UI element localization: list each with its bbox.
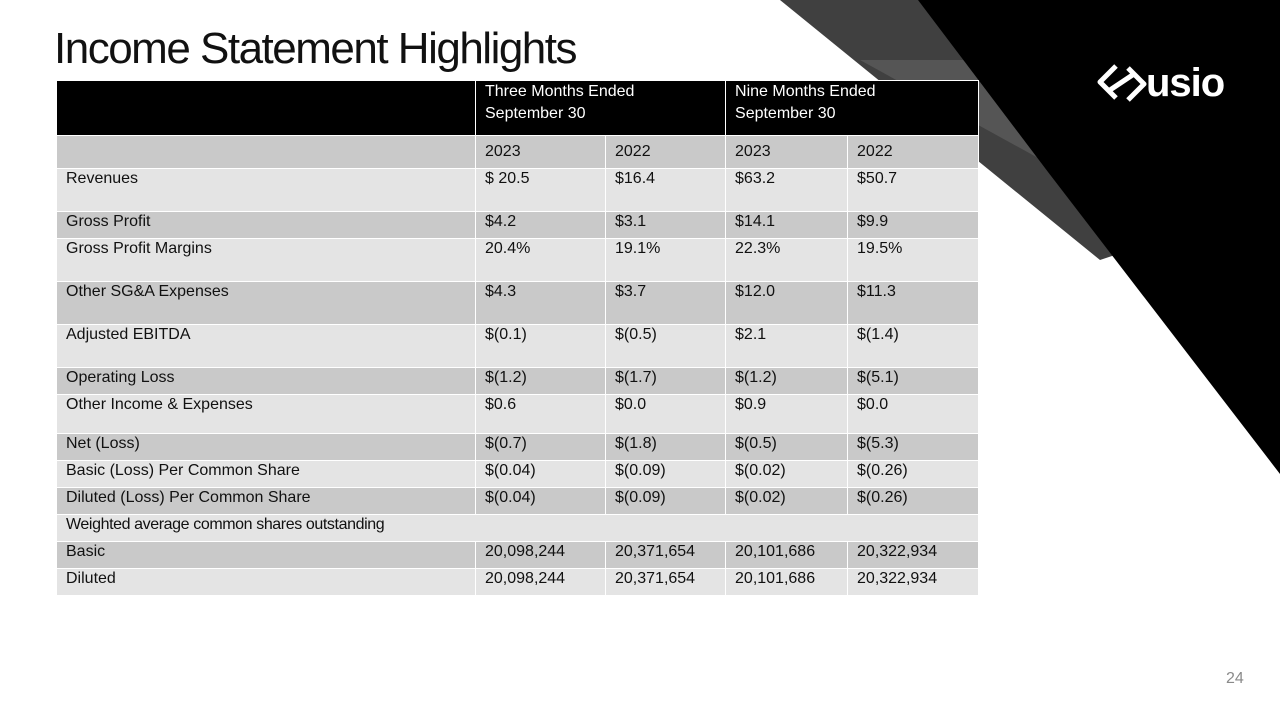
- header-blank-cell: [56, 80, 476, 136]
- row-value: $ 20.5: [475, 168, 606, 212]
- row-value: $(0.04): [475, 460, 606, 488]
- year-cell: 2022: [847, 135, 980, 169]
- table-header-row: Three Months Ended September 30 Nine Mont…: [56, 80, 980, 136]
- row-value: $(0.26): [847, 460, 980, 488]
- row-value: 20,322,934: [847, 541, 980, 569]
- row-value: $0.0: [604, 394, 727, 434]
- page-number: 24: [1226, 670, 1244, 687]
- brand-logo: usio: [1094, 60, 1246, 106]
- row-label: Basic: [56, 541, 476, 569]
- row-value: $4.2: [475, 211, 606, 239]
- table-row: Adjusted EBITDA $(0.1) $(0.5) $2.1 $(1.4…: [56, 324, 980, 368]
- row-value: $(0.02): [725, 460, 849, 488]
- row-value: 20,098,244: [475, 568, 606, 596]
- row-value: 19.1%: [604, 238, 727, 282]
- row-value: $2.1: [725, 324, 849, 368]
- section-header-row: Weighted average common shares outstandi…: [55, 514, 980, 542]
- row-value: $(0.26): [847, 487, 980, 515]
- row-label: Gross Profit Margins: [56, 238, 476, 282]
- row-value: $(1.8): [604, 433, 727, 461]
- table-row: Operating Loss $(1.2) $(1.7) $(1.2) $(5.…: [56, 367, 980, 395]
- row-value: $0.9: [725, 394, 849, 434]
- year-cell: 2022: [604, 135, 727, 169]
- row-value: 20.4%: [475, 238, 606, 282]
- table-row: Gross Profit $4.2 $3.1 $14.1 $9.9: [56, 211, 980, 239]
- row-value: $(1.7): [604, 367, 727, 395]
- section-label: Weighted average common shares outstandi…: [55, 514, 980, 542]
- row-value: $50.7: [847, 168, 980, 212]
- row-value: $(0.5): [725, 433, 849, 461]
- table-row: Net (Loss) $(0.7) $(1.8) $(0.5) $(5.3): [56, 433, 980, 461]
- table-row: Basic 20,098,244 20,371,654 20,101,686 2…: [56, 541, 980, 569]
- row-value: $(0.02): [725, 487, 849, 515]
- row-value: 20,101,686: [725, 541, 849, 569]
- row-value: $(0.7): [475, 433, 606, 461]
- row-value: 20,322,934: [847, 568, 980, 596]
- row-label: Basic (Loss) Per Common Share: [56, 460, 476, 488]
- row-value: $(5.1): [847, 367, 980, 395]
- row-label: Other Income & Expenses: [56, 394, 476, 434]
- row-value: $0.6: [475, 394, 606, 434]
- year-cell: 2023: [475, 135, 606, 169]
- table-row: Gross Profit Margins 20.4% 19.1% 22.3% 1…: [56, 238, 980, 282]
- row-value: $9.9: [847, 211, 980, 239]
- table-row: Basic (Loss) Per Common Share $(0.04) $(…: [56, 460, 980, 488]
- row-label: Diluted: [56, 568, 476, 596]
- row-label: Diluted (Loss) Per Common Share: [56, 487, 476, 515]
- table-row: Revenues $ 20.5 $16.4 $63.2 $50.7: [56, 168, 980, 212]
- row-value: $(0.04): [475, 487, 606, 515]
- row-label: Revenues: [56, 168, 476, 212]
- row-value: $16.4: [604, 168, 727, 212]
- row-value: 20,371,654: [604, 568, 727, 596]
- table-row: Other Income & Expenses $0.6 $0.0 $0.9 $…: [56, 394, 980, 434]
- row-label: Other SG&A Expenses: [56, 281, 476, 325]
- row-value: $3.1: [604, 211, 727, 239]
- row-value: $(0.5): [604, 324, 727, 368]
- row-value: $(0.1): [475, 324, 606, 368]
- years-row: 2023 2022 2023 2022: [56, 135, 980, 169]
- row-value: $(1.4): [847, 324, 980, 368]
- year-cell: 2023: [725, 135, 849, 169]
- row-value: 22.3%: [725, 238, 849, 282]
- header-nine-months: Nine Months Ended September 30: [725, 80, 980, 136]
- row-value: $(1.2): [725, 367, 849, 395]
- row-label: Operating Loss: [56, 367, 476, 395]
- row-value: $63.2: [725, 168, 849, 212]
- row-value: $14.1: [725, 211, 849, 239]
- row-value: $4.3: [475, 281, 606, 325]
- row-value: $(1.2): [475, 367, 606, 395]
- header-three-months: Three Months Ended September 30: [474, 80, 727, 136]
- bg-black-wedge: [918, 0, 1280, 474]
- row-value: $(0.09): [604, 487, 727, 515]
- row-value: $12.0: [725, 281, 849, 325]
- row-label: Gross Profit: [56, 211, 476, 239]
- page-title: Income Statement Highlights: [54, 24, 578, 73]
- table-row: Other SG&A Expenses $4.3 $3.7 $12.0 $11.…: [56, 281, 980, 325]
- row-value: 20,101,686: [725, 568, 849, 596]
- years-blank-cell: [56, 135, 476, 169]
- row-value: $11.3: [847, 281, 980, 325]
- brand-wordmark: usio: [1146, 61, 1225, 105]
- row-value: $(0.09): [604, 460, 727, 488]
- table-row: Diluted (Loss) Per Common Share $(0.04) …: [56, 487, 980, 515]
- row-value: 20,371,654: [604, 541, 727, 569]
- row-value: 20,098,244: [475, 541, 606, 569]
- table-row: Diluted 20,098,244 20,371,654 20,101,686…: [56, 568, 980, 596]
- row-value: 19.5%: [847, 238, 980, 282]
- row-label: Adjusted EBITDA: [56, 324, 476, 368]
- row-value: $3.7: [604, 281, 727, 325]
- income-statement-table: Three Months Ended September 30 Nine Mont…: [55, 80, 980, 596]
- usio-logo-icon: [1097, 64, 1147, 102]
- row-value: $0.0: [847, 394, 980, 434]
- row-value: $(5.3): [847, 433, 980, 461]
- row-label: Net (Loss): [56, 433, 476, 461]
